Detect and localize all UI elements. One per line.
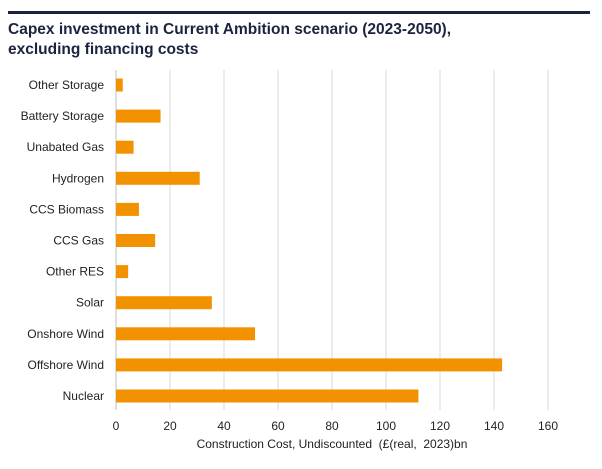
gridlines bbox=[115, 70, 549, 410]
chart-title-line-2: excluding financing costs bbox=[8, 41, 199, 58]
bars bbox=[116, 78, 503, 403]
bar-unabated-gas bbox=[116, 140, 134, 154]
x-tick-label: 140 bbox=[484, 419, 504, 433]
category-label: Unabated Gas bbox=[27, 140, 104, 154]
bar-battery-storage bbox=[116, 109, 161, 123]
x-tick-label: 120 bbox=[430, 419, 450, 433]
x-tick-label: 60 bbox=[271, 419, 285, 433]
x-tick-label: 20 bbox=[163, 419, 177, 433]
x-tick-label: 160 bbox=[538, 419, 558, 433]
bar-solar bbox=[116, 296, 212, 310]
bar-onshore-wind bbox=[116, 327, 256, 341]
bar-other-res bbox=[116, 265, 129, 279]
category-label: Other RES bbox=[46, 265, 104, 279]
chart-title-line-1: Capex investment in Current Ambition sce… bbox=[8, 21, 452, 38]
category-label: Battery Storage bbox=[21, 109, 105, 123]
category-label: Nuclear bbox=[63, 389, 104, 403]
category-label: Solar bbox=[76, 296, 104, 310]
x-tick-label: 100 bbox=[376, 419, 396, 433]
category-label: CCS Biomass bbox=[29, 202, 104, 216]
bar-ccs-gas bbox=[116, 234, 156, 247]
tick-labels: 0 20 40 60 80 100 120 140 160 bbox=[113, 419, 559, 433]
x-axis-title: Construction Cost, Undiscounted (£(real,… bbox=[197, 437, 468, 451]
x-tick-label: 80 bbox=[325, 419, 339, 433]
x-tick-label: 0 bbox=[113, 419, 120, 433]
category-label: CCS Gas bbox=[53, 234, 104, 248]
chart-title: Capex investment in Current Ambition sce… bbox=[8, 20, 594, 60]
category-label: Offshore Wind bbox=[28, 358, 104, 372]
bar-other-storage bbox=[116, 78, 123, 92]
category-label: Hydrogen bbox=[52, 171, 104, 185]
bar-ccs-biomass bbox=[116, 202, 139, 216]
category-label: Onshore Wind bbox=[27, 327, 104, 341]
bar-hydrogen bbox=[116, 171, 200, 185]
bar-offshore-wind bbox=[116, 358, 503, 372]
category-labels: Other Storage Battery Storage Unabated Gas… bbox=[21, 78, 105, 403]
title-rule bbox=[8, 11, 590, 14]
bar-nuclear bbox=[116, 389, 419, 403]
category-label: Other Storage bbox=[29, 78, 105, 92]
x-tick-label: 40 bbox=[217, 419, 231, 433]
